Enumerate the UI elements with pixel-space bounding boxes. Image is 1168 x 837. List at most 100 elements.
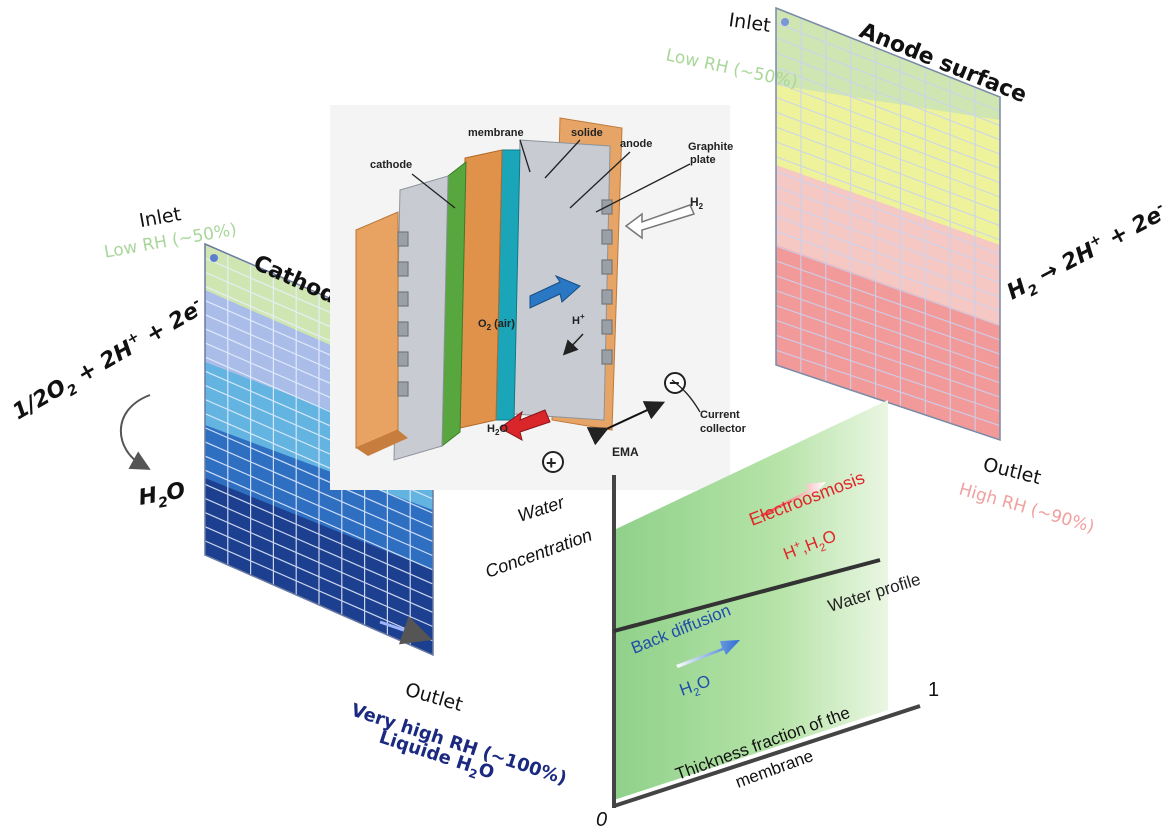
negative-sign: − <box>669 373 680 393</box>
cathode-label: cathode <box>370 159 412 171</box>
eo-sup: + <box>792 538 802 552</box>
grid-line <box>776 52 1000 141</box>
cp-o: O <box>164 478 187 506</box>
grid-line <box>205 483 433 585</box>
h2o-h: H <box>487 423 495 435</box>
grid-line <box>776 200 1000 284</box>
hplus-arrow <box>562 333 584 356</box>
h2-inlet-arrow <box>624 204 696 240</box>
graph-fill <box>614 400 888 800</box>
cr-rest: + 2H <box>67 336 138 391</box>
hplus-label: H+ <box>572 312 585 327</box>
collector-leader <box>671 379 701 413</box>
cathode-inlet-dot <box>210 254 218 262</box>
positive-sign: + <box>546 453 557 473</box>
grid-line <box>205 469 433 571</box>
o2-o: O <box>478 318 487 330</box>
grid-line <box>776 171 1000 255</box>
hp-h: H <box>572 315 580 327</box>
grid-line <box>776 81 1000 169</box>
collector-label: collector <box>700 423 747 435</box>
grid-line <box>776 230 1000 312</box>
grid-line <box>205 512 433 614</box>
eo-sub: 2 <box>818 541 828 554</box>
grid-line <box>776 334 1000 412</box>
grid-line <box>776 126 1000 212</box>
anode-leader <box>569 151 631 209</box>
grid-line <box>776 304 1000 384</box>
o2-inlet-arrow <box>529 274 581 309</box>
ar-end: + 2e <box>1098 203 1166 255</box>
solide-label: solide <box>571 127 603 139</box>
fuel-cell-schematic: H2 O2 (air) H2O H+ EMA + − membrane soli… <box>330 105 747 490</box>
grid-line <box>776 319 1000 398</box>
h2o-o: O <box>499 423 508 435</box>
bd-sub: 2 <box>692 686 702 699</box>
grid-line <box>776 37 1000 127</box>
reaction-curved-arrow <box>119 394 151 470</box>
graphite-label-2: plate <box>690 154 716 166</box>
grid-line <box>776 260 1000 341</box>
grid-line <box>776 141 1000 227</box>
water-profile-graph <box>612 400 921 808</box>
x-tick-1: 1 <box>928 679 939 701</box>
ylabel-concentration: Concentration <box>483 525 595 582</box>
membrane-leader <box>519 139 531 173</box>
anode-label: anode <box>620 138 652 150</box>
grid-line <box>776 275 1000 355</box>
eo-species: H+,H2O <box>780 525 840 567</box>
graphite-plate-edge <box>356 430 408 456</box>
ema-arrow <box>586 401 666 446</box>
h2-label: H2 <box>690 195 704 211</box>
x-axis <box>613 704 921 808</box>
grid-line <box>205 540 433 642</box>
cathode-leader <box>411 173 456 209</box>
cathode-outlet-label: Outlet <box>403 679 466 716</box>
ar-arrow: → 2H <box>1028 238 1099 292</box>
cp-h: H <box>137 483 159 511</box>
grid-line <box>776 66 1000 155</box>
h2-h: H <box>690 195 699 209</box>
o2-label: O2 (air) <box>478 318 515 332</box>
anode-inlet-label: Inlet <box>727 9 772 37</box>
grid-line <box>205 497 433 599</box>
liquid-sub: 2 <box>467 766 479 782</box>
svg-text:1/2O2 + 2H+ + 2e-: 1/2O2 + 2H+ + 2e- <box>8 294 211 429</box>
cathode-product: H2O <box>137 478 188 515</box>
svg-text:H2 → 2H+ + 2e-: H2 → 2H+ + 2e- <box>1002 198 1168 309</box>
electroosmosis-arrow <box>760 482 826 517</box>
svg-text:H2O: H2O <box>677 671 715 703</box>
anode-inlet-dot <box>781 18 789 26</box>
ylabel-water: Water <box>515 492 567 526</box>
grid-line <box>776 96 1000 184</box>
water-profile-line <box>613 558 881 633</box>
membrane-label: membrane <box>468 127 524 139</box>
h2o-sub: 2 <box>495 428 500 437</box>
x-tick-0: 0 <box>596 809 607 831</box>
grid-line <box>205 526 433 628</box>
o2-end: (air) <box>491 318 515 330</box>
grid-line <box>776 215 1000 298</box>
cathode-inlet-label: Inlet <box>138 203 183 232</box>
anode-outlet-label: Outlet <box>981 454 1043 490</box>
liquid-end: O <box>476 759 497 784</box>
grid-line <box>776 185 1000 270</box>
cr-end: + 2e <box>135 298 203 352</box>
graphite-label: Graphite <box>688 141 733 153</box>
cathode-diffusion-layer <box>393 175 449 461</box>
anode-reaction: H2 → 2H+ + 2e- <box>1002 198 1168 309</box>
grid-line <box>205 427 433 528</box>
o2-sub: 2 <box>487 323 492 332</box>
eo-end: O <box>820 526 839 548</box>
cr-left: 1/2O <box>9 375 71 425</box>
svg-text:H2O: H2O <box>137 478 188 515</box>
eo-rest: ,H <box>798 533 821 557</box>
graphite-leader <box>595 163 691 213</box>
svg-text:H+,H2O: H+,H2O <box>780 525 840 567</box>
positive-terminal <box>542 451 564 473</box>
grid-line <box>776 245 1000 327</box>
hp-sup: + <box>580 312 585 321</box>
anode-surface-panel <box>775 6 1001 442</box>
grid-line <box>776 22 1000 112</box>
